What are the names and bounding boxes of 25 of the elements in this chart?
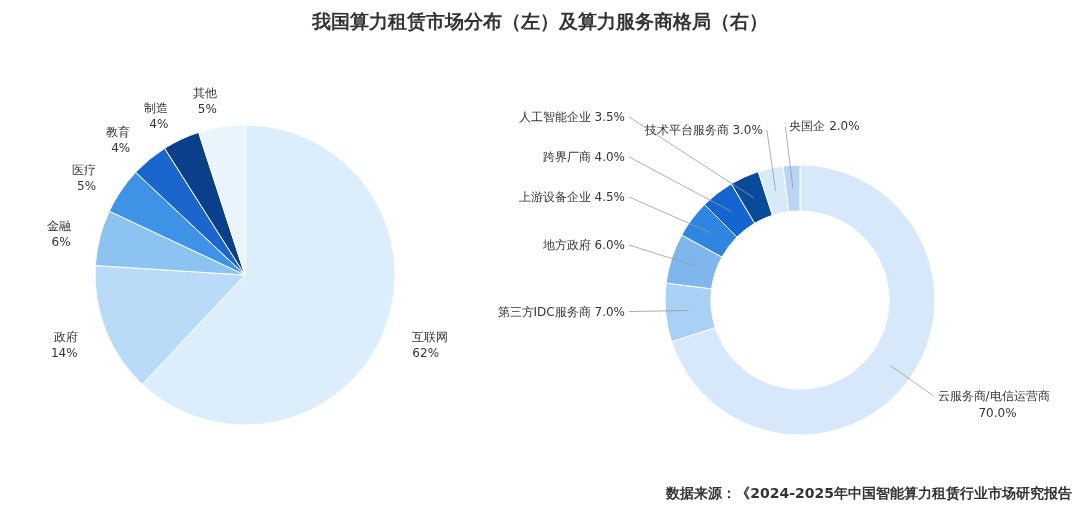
slice-label: 上游设备企业 4.5% (518, 189, 625, 204)
slice-label: 金融 (46, 219, 71, 234)
slice-label: 教育 (106, 125, 131, 140)
slice-label: 第三方IDC服务商 7.0% (497, 304, 625, 319)
text: 我国算力租赁市场分布（左）及算力服务商格局（右） (311, 10, 768, 32)
data-label: 14% (50, 346, 78, 361)
slice-label: 互联网 (412, 330, 449, 345)
slice-label: 技术平台服务商 3.0% (643, 123, 763, 138)
data-label: 5% (77, 178, 97, 193)
slice-label: 政府 (53, 330, 78, 345)
slice-label: 医疗 (72, 162, 97, 177)
slice-label: 其他 (192, 86, 217, 101)
source-note: 数据来源：《2024-2025年中国智能算力租赁行业市场研究报告 (665, 485, 1072, 501)
data-label: 70.0% (978, 405, 1017, 420)
data-label: 62% (412, 346, 440, 361)
slice-label: 制造 (144, 101, 169, 116)
slice-label: 地方政府 6.0% (541, 238, 625, 253)
slice-label: 云服务商/电信运营商 (937, 388, 1050, 403)
slice-label: 央国企 2.0% (789, 119, 860, 134)
data-label: 4% (111, 141, 131, 156)
data-label: 6% (51, 235, 71, 250)
slice-label: 人工智能企业 3.5% (518, 109, 625, 124)
slice-label: 跨界厂商 4.0% (542, 149, 625, 164)
data-label: 5% (197, 102, 217, 117)
data-label: 4% (149, 117, 169, 132)
